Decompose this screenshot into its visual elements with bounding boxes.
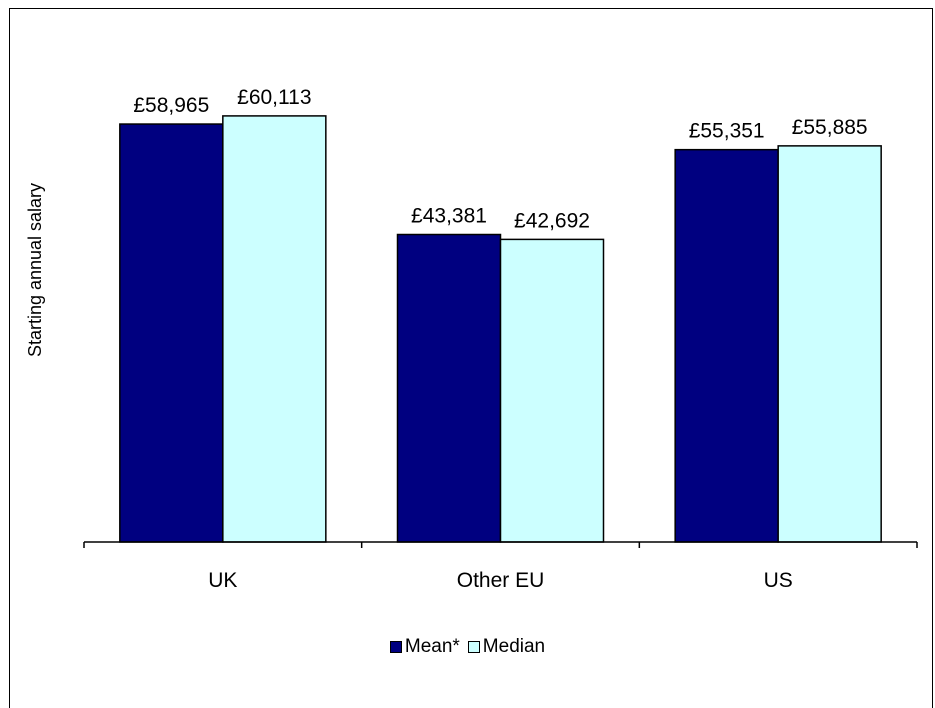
data-label: £55,885: [792, 116, 868, 139]
data-label: £58,965: [133, 94, 209, 117]
data-label: £55,351: [689, 120, 765, 143]
legend-label-median: Median: [482, 636, 546, 657]
x-tick-label: Other EU: [457, 569, 545, 592]
legend: Mean* Median: [0, 636, 935, 658]
y-axis-label: Starting annual salary: [25, 183, 45, 357]
bar-mean-uk: [119, 123, 224, 543]
data-label: £60,113: [237, 86, 311, 109]
data-label: £42,692: [514, 209, 590, 232]
legend-swatch-mean: [389, 641, 402, 653]
legend-swatch-median: [467, 641, 480, 653]
bar-median-other-eu: [499, 238, 605, 543]
legend-item-mean: Mean*: [389, 636, 460, 658]
legend-label-mean: Mean*: [404, 636, 460, 657]
value-labels-group: £58,965 £60,113 £43,381 £42,692 £55,351 £55,8…: [133, 86, 867, 232]
x-tick-label: US: [764, 569, 793, 592]
legend-item-median: Median: [467, 636, 546, 658]
x-labels-group: UK Other EU US: [208, 569, 793, 592]
bars-group: [119, 115, 882, 543]
bar-mean-us: [674, 148, 779, 543]
bar-median-uk: [222, 115, 327, 543]
bar-mean-other-eu: [396, 233, 502, 543]
chart-frame: [9, 8, 933, 708]
bar-median-us: [777, 145, 882, 543]
x-ticks-group: [83, 542, 918, 548]
data-label: £43,381: [411, 205, 487, 228]
x-tick-label: UK: [208, 569, 237, 592]
